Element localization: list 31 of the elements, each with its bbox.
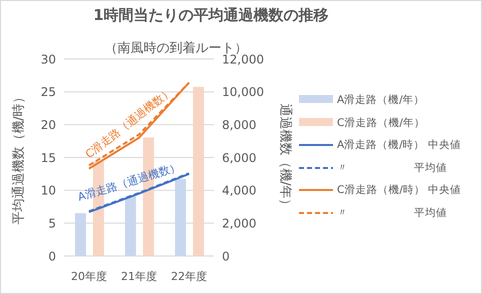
legend-label: A滑走路（機/年） <box>337 93 425 108</box>
legend-label: 〃 平均値 <box>337 160 447 176</box>
y-tick-label: 25 <box>40 85 56 100</box>
annotation: A滑走路（通過機数） <box>76 159 182 205</box>
x-tick-label: 20年度 <box>71 270 107 283</box>
chart-title: 1時間当たりの平均通過機数の推移 <box>92 6 330 25</box>
y-axis-title: 平均通過機数（機/時） <box>12 90 27 225</box>
y2-tick-label: 8,000 <box>222 118 256 132</box>
y-tick-label: 20 <box>40 118 56 132</box>
y-tick-label: 15 <box>40 150 56 165</box>
legend-label: C滑走路（機/年） <box>337 116 425 130</box>
legend-label: C滑走路（機/時） 中央値 <box>337 183 462 198</box>
y-tick-label: 0 <box>48 249 56 264</box>
y2-tick-label: 4,000 <box>222 184 256 198</box>
legend-label: 〃 平均値 <box>337 206 447 220</box>
bar <box>193 86 204 256</box>
y2-axis-title: 通過機数（機/年） <box>277 103 292 212</box>
y-tick-label: 30 <box>40 52 56 66</box>
bar <box>125 196 136 256</box>
legend-label: A滑走路（機/時） 中央値 <box>337 138 462 153</box>
y2-tick-label: 2,000 <box>222 216 256 230</box>
bar <box>175 179 186 256</box>
x-tick-label: 22年度 <box>171 270 207 283</box>
x-tick-label: 21年度 <box>121 270 157 283</box>
y-tick-label: 10 <box>40 184 56 198</box>
y2-tick-label: 6,000 <box>222 150 256 165</box>
y-tick-label: 5 <box>48 216 56 230</box>
y2-tick-label: 10,000 <box>222 85 264 100</box>
annotation: C滑走路（通過機数） <box>82 84 176 162</box>
bar <box>75 213 86 256</box>
y2-tick-label: 0 <box>222 249 230 264</box>
